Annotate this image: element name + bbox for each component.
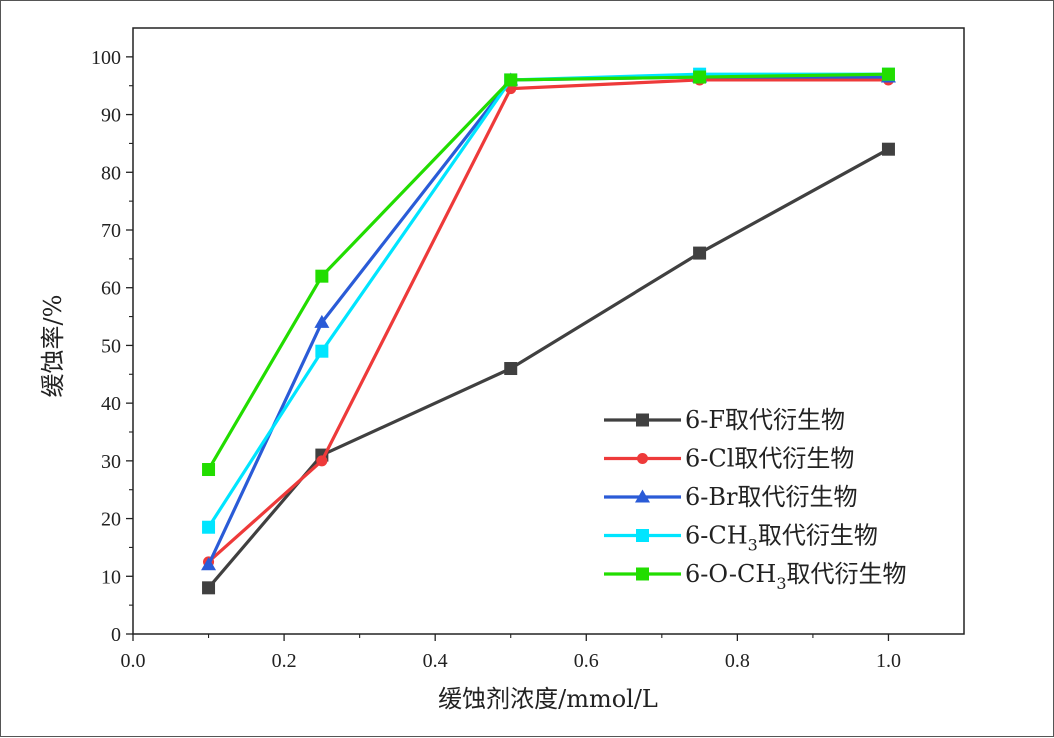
- data-point: [202, 520, 216, 534]
- legend-label: 6-O-CH3取代衍生物: [685, 560, 907, 593]
- data-point: [693, 70, 707, 84]
- legend-entry: 6-O-CH3取代衍生物: [604, 560, 907, 593]
- data-point: [202, 463, 216, 477]
- y-tick-label: 50: [101, 335, 121, 357]
- axes: 0 10 20 30 40 50 60 70 80 90 100 0.0 0.2 0.4 0.6 0.8 1.0: [91, 27, 965, 672]
- legend-marker: [636, 529, 649, 542]
- data-point: [315, 344, 329, 358]
- x-tick-label: 0.6: [574, 650, 599, 672]
- x-tick-label: 0.8: [725, 650, 750, 672]
- legend-entry: 6-Cl取代衍生物: [604, 445, 854, 473]
- data-point: [693, 246, 707, 260]
- legend-marker: [636, 413, 649, 427]
- x-tick-label: 0.2: [272, 650, 297, 672]
- y-tick-label: 40: [101, 393, 121, 415]
- legend-label: 6-Br取代衍生物: [685, 483, 858, 511]
- data-point: [881, 142, 895, 156]
- legend: 6-F取代衍生物 6-Cl取代衍生物 6-Br取代衍生物 6-CH3取代衍生物 6-O-…: [604, 406, 907, 593]
- data-point: [202, 581, 216, 595]
- data-point: [201, 557, 217, 571]
- series-layer: [201, 67, 896, 595]
- y-tick-label: 60: [101, 278, 121, 300]
- data-point: [314, 314, 330, 328]
- legend-label: 6-F取代衍生物: [685, 406, 845, 434]
- y-tick-label: 20: [101, 509, 121, 531]
- x-tick-label: 0.0: [121, 650, 146, 672]
- data-point: [504, 362, 518, 376]
- y-tick-label: 0: [111, 624, 121, 646]
- y-tick-label: 30: [101, 451, 121, 473]
- data-point: [315, 269, 329, 283]
- series-5: [202, 67, 895, 477]
- legend-entry: 6-CH3取代衍生物: [604, 522, 878, 555]
- x-tick-label: 1.0: [876, 650, 901, 672]
- legend-marker: [635, 489, 650, 503]
- data-point: [504, 73, 518, 87]
- y-tick-label: 10: [101, 566, 121, 588]
- legend-entry: 6-Br取代衍生物: [604, 483, 858, 511]
- x-tick-label: 0.4: [423, 650, 448, 672]
- legend-entry: 6-F取代衍生物: [604, 406, 845, 434]
- data-point: [881, 67, 895, 81]
- legend-label: 6-CH3取代衍生物: [685, 522, 878, 555]
- legend-marker: [636, 452, 649, 465]
- legend-marker: [636, 567, 649, 581]
- x-axis-title: 缓蚀剂浓度/mmol/L: [438, 685, 658, 713]
- y-tick-label: 100: [91, 47, 121, 69]
- y-tick-label: 80: [101, 162, 121, 184]
- y-tick-label: 70: [101, 220, 121, 242]
- y-tick-label: 90: [101, 105, 121, 127]
- plot-frame: [132, 27, 965, 635]
- data-point: [316, 455, 328, 467]
- y-axis-title: 缓蚀率/%: [39, 295, 67, 398]
- legend-label: 6-Cl取代衍生物: [685, 445, 854, 473]
